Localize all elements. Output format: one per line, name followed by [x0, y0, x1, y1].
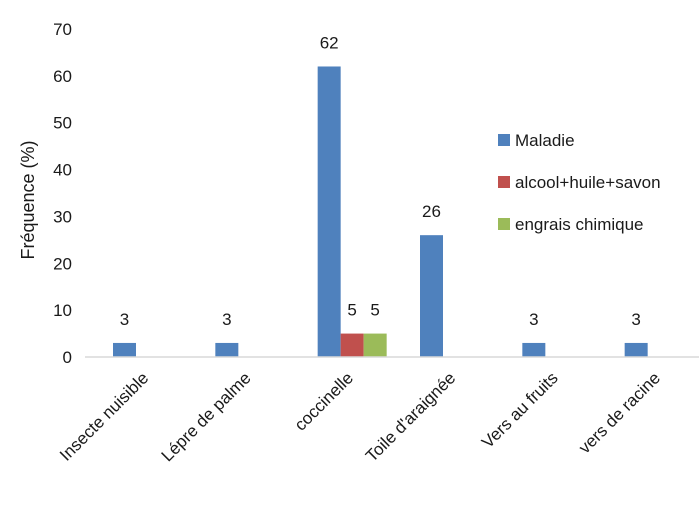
data-label: 3 — [120, 310, 129, 329]
y-tick-label: 50 — [53, 114, 72, 133]
category-label: Lépre de palme — [158, 368, 255, 465]
bar — [624, 342, 648, 357]
y-axis-ticks: 0 10 20 30 40 50 60 70 — [53, 20, 72, 367]
y-tick-label: 0 — [63, 348, 72, 367]
legend-label: alcool+huile+savon — [515, 173, 661, 192]
data-label: 3 — [631, 310, 640, 329]
legend-swatch — [498, 218, 510, 230]
data-label: 62 — [320, 33, 339, 52]
legend-label: engrais chimique — [515, 215, 644, 234]
bars — [113, 66, 648, 357]
legend-swatch — [498, 176, 510, 188]
category-label: Vers au fruits — [478, 368, 562, 452]
bar — [113, 342, 136, 357]
data-labels: 3 3 62 26 3 3 5 5 — [120, 33, 641, 328]
y-tick-label: 40 — [53, 161, 72, 180]
bar — [317, 66, 341, 357]
y-axis-label: Fréquence (%) — [18, 140, 38, 259]
y-tick-label: 60 — [53, 67, 72, 86]
bar — [215, 342, 239, 357]
bar — [420, 235, 443, 357]
bar — [363, 333, 387, 357]
data-label: 5 — [370, 301, 379, 320]
bar — [522, 342, 546, 357]
y-tick-label: 70 — [53, 20, 72, 39]
legend: Maladie alcool+huile+savon engrais chimiqu… — [498, 131, 661, 234]
category-label: coccinelle — [291, 368, 357, 434]
legend-label: Maladie — [515, 131, 575, 150]
data-label: 3 — [529, 310, 538, 329]
data-label: 26 — [422, 202, 441, 221]
y-tick-label: 20 — [53, 254, 72, 273]
y-tick-label: 30 — [53, 207, 72, 226]
category-label: Toile d'araignée — [362, 368, 459, 465]
category-label: Insecte nuisible — [56, 368, 152, 464]
y-tick-label: 10 — [53, 301, 72, 320]
data-label: 3 — [222, 310, 231, 329]
data-label: 5 — [347, 301, 356, 320]
category-label: vers de racine — [575, 368, 664, 457]
bar — [340, 333, 364, 357]
category-labels: Insecte nuisible Lépre de palme coccinelle… — [56, 368, 664, 465]
legend-swatch — [498, 134, 510, 146]
